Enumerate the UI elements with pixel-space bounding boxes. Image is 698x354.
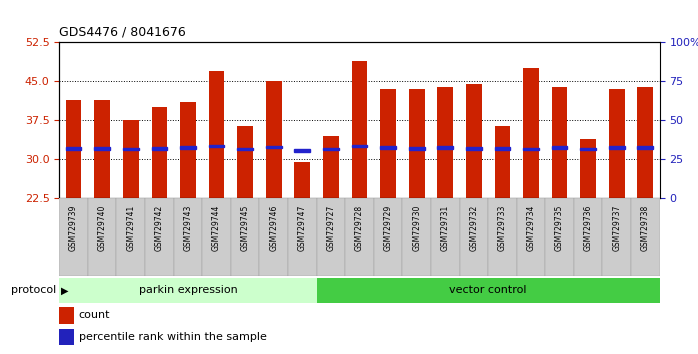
Bar xyxy=(580,138,596,198)
Bar xyxy=(59,307,74,324)
Bar xyxy=(631,198,660,276)
Bar xyxy=(373,198,402,276)
Bar xyxy=(317,198,346,276)
Bar xyxy=(260,198,288,276)
Bar xyxy=(295,149,310,152)
Text: GSM729743: GSM729743 xyxy=(184,205,193,251)
Bar xyxy=(380,89,396,198)
Bar xyxy=(409,89,424,198)
Bar xyxy=(151,147,168,150)
Text: GSM729737: GSM729737 xyxy=(612,205,621,251)
Bar xyxy=(466,147,482,150)
Text: GSM729744: GSM729744 xyxy=(212,205,221,251)
Bar xyxy=(295,162,310,198)
Bar xyxy=(323,136,339,198)
Bar xyxy=(180,146,196,149)
Bar xyxy=(494,147,510,150)
Text: GDS4476 / 8041676: GDS4476 / 8041676 xyxy=(59,26,186,39)
Bar xyxy=(59,278,317,303)
Text: count: count xyxy=(79,310,110,320)
Text: vector control: vector control xyxy=(450,285,527,295)
Bar xyxy=(94,99,110,198)
Bar xyxy=(402,198,431,276)
Bar xyxy=(323,148,339,150)
Bar xyxy=(88,198,117,276)
Text: GSM729727: GSM729727 xyxy=(327,205,335,251)
Bar xyxy=(237,126,253,198)
Bar xyxy=(174,198,202,276)
Bar xyxy=(317,278,660,303)
Bar xyxy=(523,148,539,150)
Bar xyxy=(180,102,196,198)
Bar xyxy=(209,71,224,198)
Bar xyxy=(209,145,224,147)
Bar xyxy=(59,329,74,345)
Text: GSM729730: GSM729730 xyxy=(412,205,421,251)
Bar xyxy=(637,146,653,149)
Text: GSM729745: GSM729745 xyxy=(241,205,250,251)
Text: GSM729740: GSM729740 xyxy=(98,205,107,251)
Bar xyxy=(637,87,653,198)
Bar xyxy=(517,198,545,276)
Text: GSM729733: GSM729733 xyxy=(498,205,507,251)
Text: GSM729746: GSM729746 xyxy=(269,205,279,251)
Bar xyxy=(551,87,567,198)
Bar xyxy=(145,198,174,276)
Text: GSM729732: GSM729732 xyxy=(469,205,478,251)
Bar xyxy=(94,147,110,150)
Bar xyxy=(66,147,82,150)
Bar xyxy=(409,147,424,150)
Bar xyxy=(346,198,373,276)
Bar xyxy=(438,87,453,198)
Bar xyxy=(202,198,231,276)
Bar xyxy=(545,198,574,276)
Bar xyxy=(266,145,281,148)
Bar xyxy=(237,148,253,150)
Text: GSM729728: GSM729728 xyxy=(355,205,364,251)
Bar xyxy=(551,146,567,149)
Bar xyxy=(123,120,139,198)
Bar xyxy=(609,146,625,149)
Text: GSM729734: GSM729734 xyxy=(526,205,535,251)
Text: GSM729742: GSM729742 xyxy=(155,205,164,251)
Bar xyxy=(231,198,260,276)
Bar xyxy=(123,148,139,150)
Bar xyxy=(380,146,396,149)
Bar xyxy=(523,68,539,198)
Text: GSM729731: GSM729731 xyxy=(440,205,450,251)
Text: percentile rank within the sample: percentile rank within the sample xyxy=(79,332,267,342)
Bar xyxy=(602,198,631,276)
Text: GSM729741: GSM729741 xyxy=(126,205,135,251)
Text: GSM729747: GSM729747 xyxy=(298,205,307,251)
Bar xyxy=(151,107,168,198)
Text: protocol: protocol xyxy=(10,285,56,295)
Bar xyxy=(117,198,145,276)
Text: GSM729735: GSM729735 xyxy=(555,205,564,251)
Text: ▶: ▶ xyxy=(61,285,68,295)
Bar xyxy=(574,198,602,276)
Bar xyxy=(580,148,596,150)
Text: parkin expression: parkin expression xyxy=(139,285,237,295)
Bar xyxy=(459,198,488,276)
Text: GSM729729: GSM729729 xyxy=(384,205,392,251)
Bar xyxy=(494,126,510,198)
Bar xyxy=(466,84,482,198)
Text: GSM729736: GSM729736 xyxy=(584,205,593,251)
Bar xyxy=(266,81,281,198)
Bar xyxy=(352,61,367,198)
Bar xyxy=(66,99,82,198)
Bar xyxy=(431,198,459,276)
Bar xyxy=(488,198,517,276)
Bar xyxy=(438,146,453,149)
Bar xyxy=(288,198,317,276)
Bar xyxy=(609,89,625,198)
Text: GSM729739: GSM729739 xyxy=(69,205,78,251)
Text: GSM729738: GSM729738 xyxy=(641,205,650,251)
Bar xyxy=(352,145,367,147)
Bar xyxy=(59,198,88,276)
